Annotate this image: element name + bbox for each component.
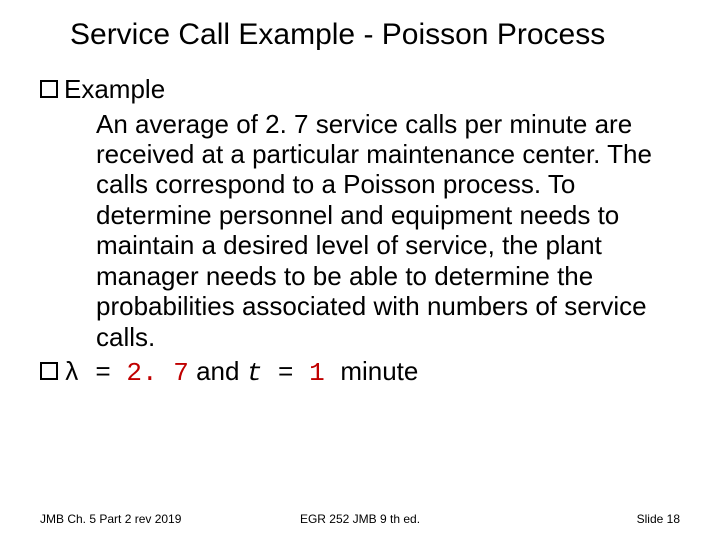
lambda-value-2: 1 <box>309 358 340 388</box>
square-bullet-icon <box>40 362 58 380</box>
slide: Service Call Example - Poisson Process E… <box>0 0 720 540</box>
square-bullet-icon <box>40 80 58 98</box>
lambda-and: and <box>189 356 247 386</box>
lambda-unit: minute <box>340 356 418 386</box>
lambda-symbol: λ <box>64 358 80 388</box>
bullet-lambda: λ = 2. 7 and t = 1 minute <box>40 356 680 389</box>
lambda-eq1: = <box>80 358 127 388</box>
page-title: Service Call Example - Poisson Process <box>70 18 680 52</box>
footer: JMB Ch. 5 Part 2 rev 2019 EGR 252 JMB 9 … <box>40 512 680 526</box>
lambda-t: t <box>247 358 263 388</box>
example-paragraph: An average of 2. 7 service calls per min… <box>96 109 670 352</box>
footer-center: EGR 252 JMB 9 th ed. <box>40 512 680 526</box>
bullet-example: Example <box>40 74 680 105</box>
body-content: Example An average of 2. 7 service calls… <box>40 74 680 389</box>
lambda-eq2: = <box>262 358 309 388</box>
bullet-example-label: Example <box>64 74 165 105</box>
lambda-expression: λ = 2. 7 and t = 1 minute <box>64 356 418 389</box>
lambda-value-1: 2. 7 <box>126 358 188 388</box>
